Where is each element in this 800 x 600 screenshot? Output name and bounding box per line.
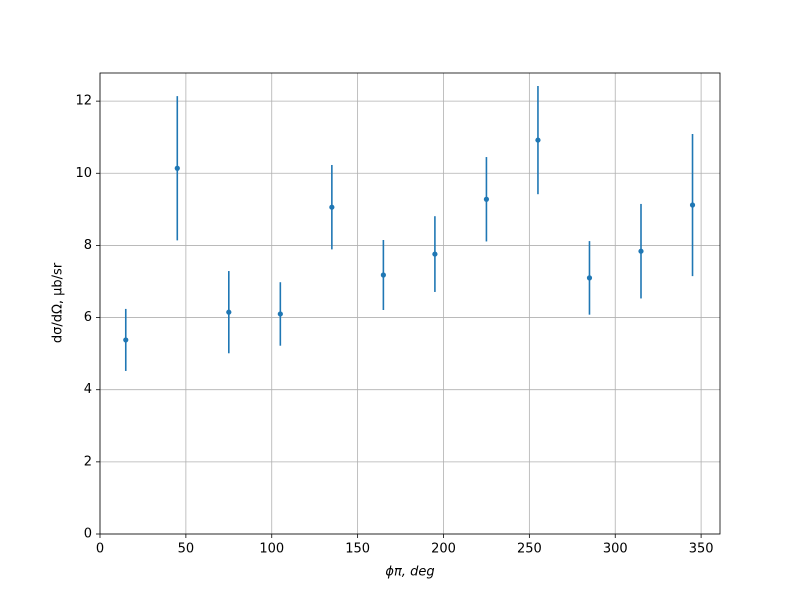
data-point	[329, 204, 335, 210]
x-axis-label: ϕπ, deg	[385, 565, 434, 580]
x-tick-label: 100	[259, 542, 284, 557]
x-tick-label: 300	[603, 542, 628, 557]
data-point	[483, 196, 490, 202]
plot-frame	[99, 72, 721, 535]
data-point	[535, 137, 541, 143]
x-tick-label: 150	[345, 542, 370, 557]
y-tick-label: 4	[84, 382, 92, 397]
data-point	[586, 275, 593, 281]
data-point	[226, 309, 232, 315]
y-tick-label: 2	[84, 454, 92, 469]
x-tick-label: 0	[96, 542, 104, 557]
x-tick-label: 50	[178, 542, 195, 557]
y-axis-label: dσ/dΩ, μb/sr	[51, 262, 66, 343]
y-tick-label: 8	[84, 238, 92, 253]
y-tick-label: 0	[84, 527, 92, 542]
data-point	[638, 248, 644, 254]
data-point	[174, 165, 180, 171]
x-tick-label: 200	[431, 542, 456, 557]
data-point	[689, 202, 696, 208]
data-point	[380, 272, 386, 278]
x-tick-label: 350	[689, 542, 714, 557]
x-tick-label: 250	[517, 542, 542, 557]
y-tick-label: 6	[84, 310, 92, 325]
y-tick-label: 12	[75, 94, 92, 109]
y-tick-label: 10	[75, 166, 92, 181]
data-point	[123, 337, 129, 343]
data-point	[432, 251, 438, 257]
data-point	[277, 311, 283, 317]
